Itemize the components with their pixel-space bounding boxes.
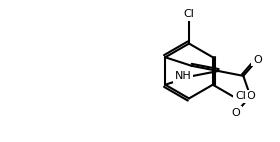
Text: Cl: Cl — [184, 9, 194, 19]
Text: O: O — [232, 107, 241, 118]
Text: O: O — [246, 91, 255, 101]
Text: NH: NH — [175, 71, 191, 81]
Text: Cl: Cl — [235, 91, 246, 102]
Text: O: O — [253, 55, 262, 65]
